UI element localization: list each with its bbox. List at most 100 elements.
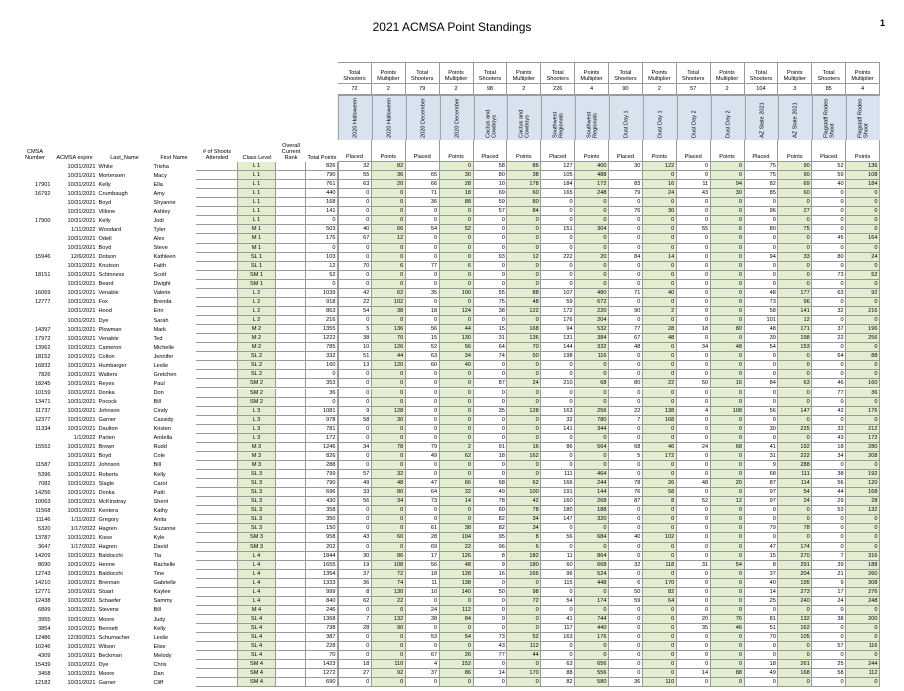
event-points: 0: [710, 569, 745, 579]
last-name: Stuart: [98, 589, 114, 596]
event-placed: 22: [609, 406, 643, 416]
class-level: SL 4: [238, 624, 276, 634]
event-placed: 0: [338, 207, 372, 217]
cmsa-number: [18, 234, 52, 243]
last-name: Stevens: [98, 607, 119, 614]
event-points: 88: [710, 669, 745, 679]
event-points: 38: [371, 306, 406, 316]
event-placed: 18: [473, 451, 508, 461]
event-placed: 9: [812, 578, 847, 588]
event-placed: 0: [609, 234, 643, 244]
event-placed: 0: [676, 515, 711, 525]
overall-rank: [276, 433, 306, 443]
shoots-attended: [196, 288, 238, 298]
event-placed: 0: [405, 642, 440, 652]
event-placed: 56: [338, 497, 372, 507]
shoots-attended: [196, 451, 238, 461]
event-placed: 54: [744, 343, 779, 353]
event-placed: 191: [541, 488, 576, 498]
event-points: 0: [778, 261, 813, 271]
event-placed: 0: [609, 297, 643, 307]
event-points: 60: [778, 189, 813, 199]
event-points: 130: [439, 334, 474, 344]
event-points: 66: [439, 479, 474, 489]
cmsa-number: [18, 452, 52, 461]
event-placed: 54: [405, 225, 440, 235]
total-points: 288: [306, 460, 338, 471]
class-level: SM 4: [238, 660, 276, 670]
cmsa-number: 11737: [35, 408, 51, 415]
event-points: 60: [507, 189, 542, 199]
cmsa-number: [18, 225, 52, 234]
cmsa-number: 10159: [34, 390, 51, 397]
event-placed: 87: [744, 479, 779, 489]
event-placed: 165: [541, 189, 576, 199]
event-points: 6: [507, 542, 542, 552]
event-placed: 48: [744, 288, 779, 298]
event-placed: 0: [338, 189, 372, 199]
shooters-label: Total Shooters: [338, 62, 372, 84]
event-placed: 18: [812, 442, 847, 452]
event-placed: 0: [338, 433, 372, 443]
event-placed: 13: [338, 361, 372, 371]
event-placed: 0: [541, 370, 576, 380]
first-name: Valerie: [153, 290, 171, 297]
event-points: 0: [439, 506, 474, 516]
event-placed: 0: [676, 433, 711, 443]
shoots-attended: [196, 596, 238, 606]
event-placed: 76: [609, 207, 643, 217]
event-placed: 0: [473, 216, 508, 226]
event-name: Southwest Regionals: [541, 95, 576, 140]
total-points: 840: [306, 596, 338, 606]
event-placed: 0: [676, 678, 711, 688]
last-name: Daulton: [98, 426, 118, 433]
total-points: 12: [306, 261, 338, 271]
event-placed: 0: [812, 189, 847, 199]
acmsa-expire: 10/31/2021: [67, 553, 96, 560]
event-placed: 0: [541, 651, 576, 661]
event-points: 0: [575, 651, 609, 661]
event-points: 82: [642, 587, 677, 597]
event-points: 176: [575, 633, 609, 643]
event-points: 0: [575, 542, 609, 552]
event-points: 120: [846, 479, 880, 489]
acmsa-expire: 10/31/2021: [67, 272, 96, 279]
event-placed: 58: [338, 415, 372, 425]
class-level: SM 2: [238, 388, 276, 398]
event-placed: 0: [473, 660, 508, 670]
event-placed: 0: [676, 270, 711, 280]
event-placed: 0: [676, 198, 711, 208]
event-placed: 73: [812, 270, 847, 280]
event-points: 672: [575, 297, 609, 307]
last-name: Johnson: [98, 462, 120, 469]
event-points: 0: [778, 678, 813, 688]
column-header: CMSA Number: [25, 149, 45, 161]
event-placed: 0: [541, 642, 576, 652]
event-points: 88: [507, 288, 542, 298]
last-name: Kelly: [98, 217, 111, 224]
class-level: L 3: [238, 424, 276, 434]
points-header: Points: [439, 140, 474, 162]
event-points: 0: [371, 424, 406, 434]
event-points: 0: [710, 216, 745, 226]
class-level: M 4: [238, 605, 276, 615]
event-points: 147: [778, 406, 813, 416]
event-name: Southwest Regionals: [575, 95, 609, 140]
event-points: 0: [507, 370, 542, 380]
cmsa-number: 5320: [38, 525, 51, 532]
total-points: 785: [306, 343, 338, 353]
event-points: 0: [710, 506, 745, 516]
event-points: 108: [371, 560, 406, 570]
event-placed: 0: [609, 551, 643, 561]
event-points: 44: [507, 651, 542, 661]
cmsa-number: 13962: [34, 344, 51, 351]
event-points: 52: [507, 633, 542, 643]
event-placed: 51: [338, 352, 372, 362]
event-placed: 36: [405, 198, 440, 208]
total-points: 103: [306, 252, 338, 262]
first-name: Erin: [153, 308, 164, 315]
shooters-label: Total Shooters: [676, 62, 711, 84]
overall-rank: [276, 624, 306, 634]
event-placed: 0: [744, 415, 779, 425]
last-name: Baldocchi: [98, 553, 123, 560]
